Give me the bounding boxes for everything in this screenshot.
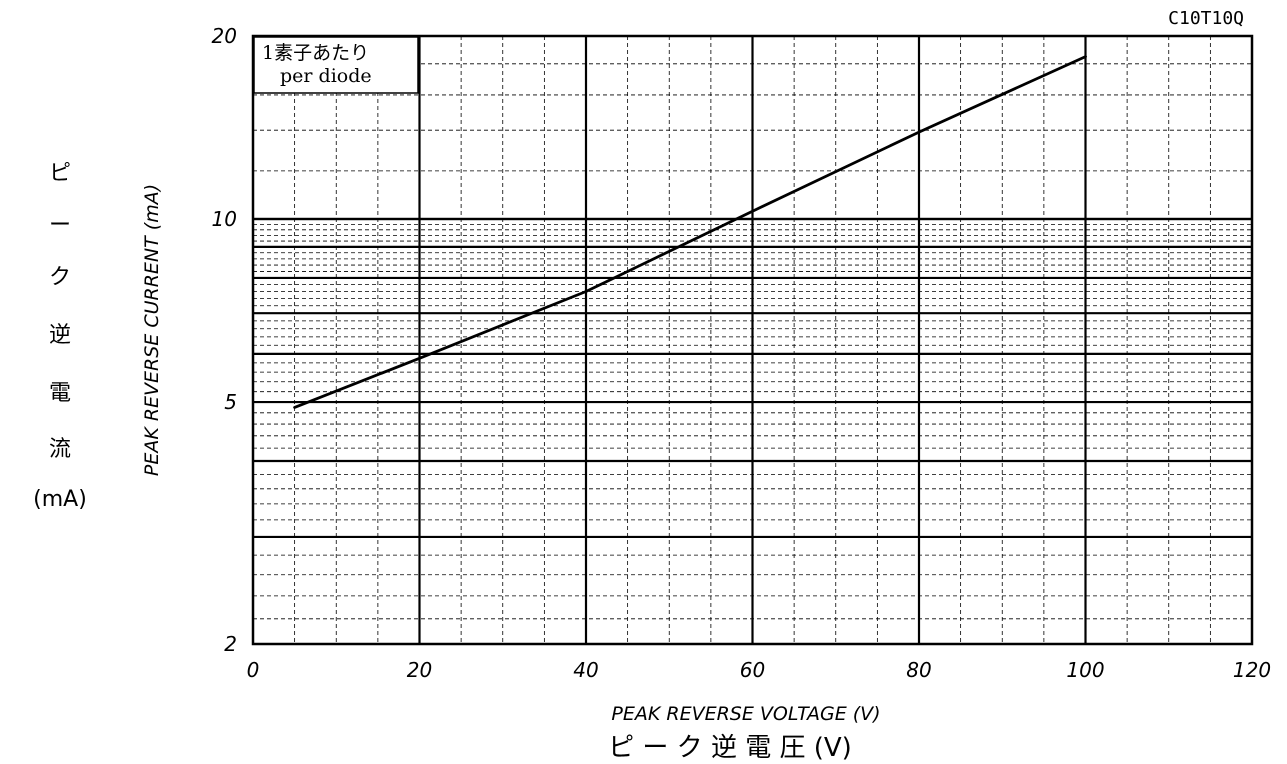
- y-tick-label: 10: [212, 207, 237, 231]
- y-tick-label: 20: [212, 24, 237, 48]
- y-label-jp-char: 電: [49, 381, 71, 406]
- y-axis-label-en: PEAK REVERSE CURRENT (mA): [141, 184, 163, 476]
- x-axis-label-jp: ピ ー ク 逆 電 圧 (V): [608, 733, 852, 763]
- x-tick-labels: 0 20 40 60 80 100 120: [247, 658, 1271, 682]
- y-label-jp-char: ク: [49, 265, 71, 290]
- y-label-jp-char: ピ: [49, 161, 71, 186]
- x-tick-label: 40: [573, 658, 598, 682]
- annotation-box: [253, 36, 419, 94]
- annotation-en: per diode: [280, 65, 372, 87]
- y-label-jp-char: 逆: [49, 323, 71, 348]
- x-tick-label: 0: [247, 658, 260, 682]
- x-tick-label: 100: [1066, 658, 1104, 682]
- x-axis-label-en: PEAK REVERSE VOLTAGE (V): [611, 703, 880, 725]
- model-label: C10T10Q: [1168, 8, 1244, 29]
- y-tick-label: 2: [224, 632, 237, 656]
- y-label-jp-char: 流: [49, 437, 71, 462]
- x-tick-label: 20: [407, 658, 432, 682]
- x-tick-label: 80: [906, 658, 931, 682]
- annotation-jp: 1素子あたり: [262, 42, 369, 64]
- y-tick-label: 5: [224, 390, 237, 414]
- plot-frame: [251, 34, 1254, 646]
- x-tick-label: 60: [740, 658, 765, 682]
- reverse-current-curve: [293, 55, 1087, 409]
- major-gridlines: [253, 36, 1252, 644]
- series-layer: [293, 55, 1087, 409]
- x-tick-label: 120: [1233, 658, 1271, 682]
- y-label-jp-unit: (mA): [33, 487, 87, 512]
- y-label-jp-char: ー: [49, 213, 71, 238]
- y-tick-labels: 20 10 5 2: [212, 24, 237, 656]
